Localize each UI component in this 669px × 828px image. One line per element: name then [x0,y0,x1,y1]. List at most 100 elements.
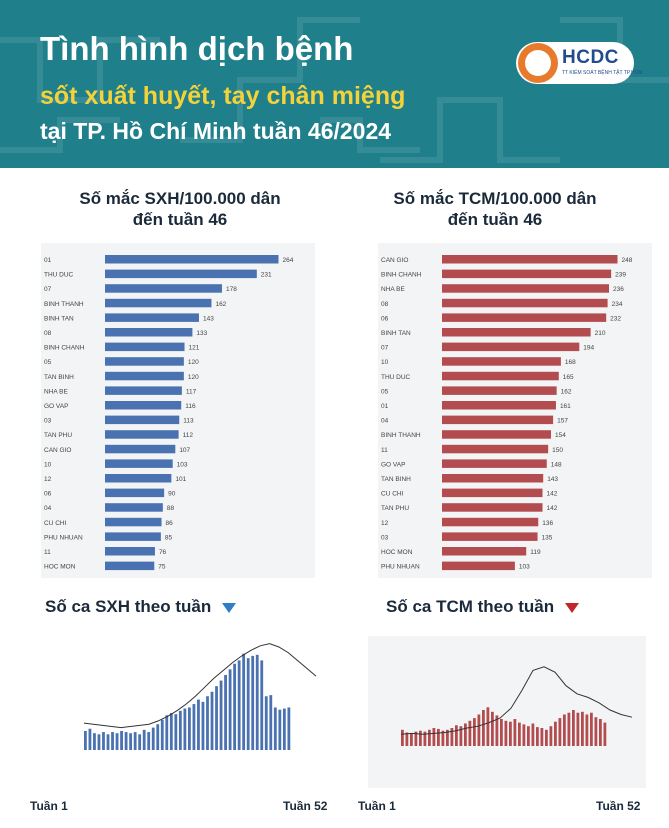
sxh-weekly-week-bar [183,708,187,750]
tcm-rate-title: Số mắc TCM/100.000 dân đến tuần 46 [345,188,645,230]
sxh-rate-category-label: 05 [44,359,52,366]
tcm-weekly-week-bar [576,712,580,746]
sxh-weekly-chart [83,643,317,750]
sxh-weekly-week-bar [169,713,173,750]
tcm-rate-category-label: 04 [381,418,389,425]
tcm-rate-bar [442,371,559,381]
tcm-rate-chart: CAN GIO 248 BINH CHANH 239 NHA BE 236 08 234 06 2… [381,255,633,571]
tcm-rate-bar [442,474,544,483]
tcm-rate-category-label: 07 [381,345,389,352]
sxh-rate-bar [105,328,193,337]
sxh-weekly-week-bar [165,715,169,750]
sxh-weekly-week-bar [156,724,160,750]
tcm-rate-category-label: 12 [381,520,389,527]
sxh-rate-value-label: 90 [168,491,176,498]
sxh-rate-value-label: 133 [196,330,207,337]
tcm-weekly-week-bar [468,720,472,746]
sxh-rate-bar [105,517,162,527]
sxh-weekly-week-bar [106,734,110,750]
sxh-rate-bar [105,474,172,483]
sxh-weekly-week-bar [233,663,237,750]
tcm-rate-category-label: BINH CHANH [381,272,422,279]
tcm-weekly-week-bar [495,715,499,746]
sxh-weekly-week-bar [151,727,155,750]
tcm-rate-bar [442,298,608,308]
sxh-rate-value-label: 101 [175,476,186,483]
sxh-rate-category-label: 07 [44,286,52,293]
sxh-rate-category-label: NHA BE [44,388,69,395]
sxh-weekly-week-bar [255,654,259,750]
sxh-weekly-week-bar [269,695,273,750]
sxh-rate-value-label: 75 [158,564,166,571]
down-triangle-icon [564,602,579,613]
tcm-weekly-week-bar [419,730,422,746]
tcm-rate-value-label: 239 [615,272,626,279]
sxh-weekly-week-bar [84,730,87,750]
tcm-rate-category-label: NHA BE [381,286,406,293]
tcm-weekly-week-bar [504,720,508,746]
sxh-weekly-week-bar [142,729,146,750]
sxh-rate-value-label: 88 [167,505,175,512]
sxh-weekly-week-bar [215,686,218,750]
sxh-weekly-week-bar [102,732,105,750]
tcm-rate-bar [442,444,549,454]
sxh-rate-value-label: 76 [159,549,167,556]
sxh-rate-value-label: 103 [177,461,188,468]
tcm-weekly-week-bar [527,726,530,746]
sxh-week-start-label: Tuần 1 [30,799,68,813]
tcm-weekly-week-bar [563,714,566,746]
tcm-weekly-week-bar [459,726,463,746]
sxh-weekly-week-bar [188,707,191,750]
tcm-weekly-title-text: Số ca TCM theo tuần [386,597,555,616]
tcm-rate-category-label: 01 [381,403,389,410]
tcm-rate-bar [442,503,543,512]
sxh-weekly-week-bar [115,733,119,750]
sxh-rate-title-line1: Số mắc SXH/100.000 dân [79,189,281,208]
tcm-rate-value-label: 142 [546,491,557,498]
tcm-rate-bar [442,561,515,571]
tcm-weekly-week-bar [554,721,557,746]
tcm-rate-category-label: HOC MON [381,549,413,556]
tcm-rate-bar [442,284,610,293]
sxh-rate-title: Số mắc SXH/100.000 dân đến tuần 46 [30,188,330,230]
tcm-rate-bar [442,328,591,337]
sxh-weekly-week-bar [133,732,137,750]
tcm-rate-bar [442,430,551,439]
tcm-rate-value-label: 143 [547,476,558,483]
sxh-rate-category-label: HOC MON [44,564,76,571]
sxh-rate-value-label: 264 [282,257,293,264]
sxh-rate-bar [105,488,165,498]
tcm-weekly-week-bar [441,730,445,746]
tcm-rate-value-label: 142 [546,505,557,512]
tcm-weekly-week-bar [518,722,521,746]
tcm-rate-value-label: 135 [542,534,553,541]
sxh-rate-category-label: TAN PHU [44,432,72,439]
tcm-weekly-week-bar [446,729,449,746]
sxh-weekly-week-bar [246,658,250,750]
tcm-rate-category-label: TAN PHU [381,505,409,512]
tcm-weekly-week-bar [455,725,458,746]
sxh-weekly-panel [40,626,330,782]
sxh-rate-category-label: 11 [44,549,51,556]
sxh-rate-value-label: 112 [183,432,194,439]
tcm-rate-title-line1: Số mắc TCM/100.000 dân [393,189,597,208]
sxh-weekly-week-bar [282,708,286,750]
sxh-rate-category-label: BINH THANH [44,301,84,308]
sxh-weekly-week-bar [197,699,200,750]
tcm-rate-value-label: 210 [595,330,606,337]
tcm-weekly-week-bar [603,722,607,746]
tcm-week-end-label: Tuần 52 [596,799,641,813]
sxh-rate-value-label: 120 [188,374,199,381]
sxh-rate-category-label: BINH TAN [44,315,74,322]
tcm-rate-value-label: 194 [583,345,594,352]
down-triangle-icon [221,602,236,613]
tcm-weekly-week-bar [473,718,476,746]
geometric-pattern [0,17,669,163]
tcm-weekly-week-bar [509,721,512,746]
sxh-weekly-week-bar [97,734,101,750]
sxh-weekly-week-bar [264,696,268,750]
tcm-week-start-label: Tuần 1 [358,799,396,813]
tcm-rate-category-label: 03 [381,534,389,541]
logo-text: HCDC [562,47,619,68]
tcm-rate-bar [442,415,554,425]
